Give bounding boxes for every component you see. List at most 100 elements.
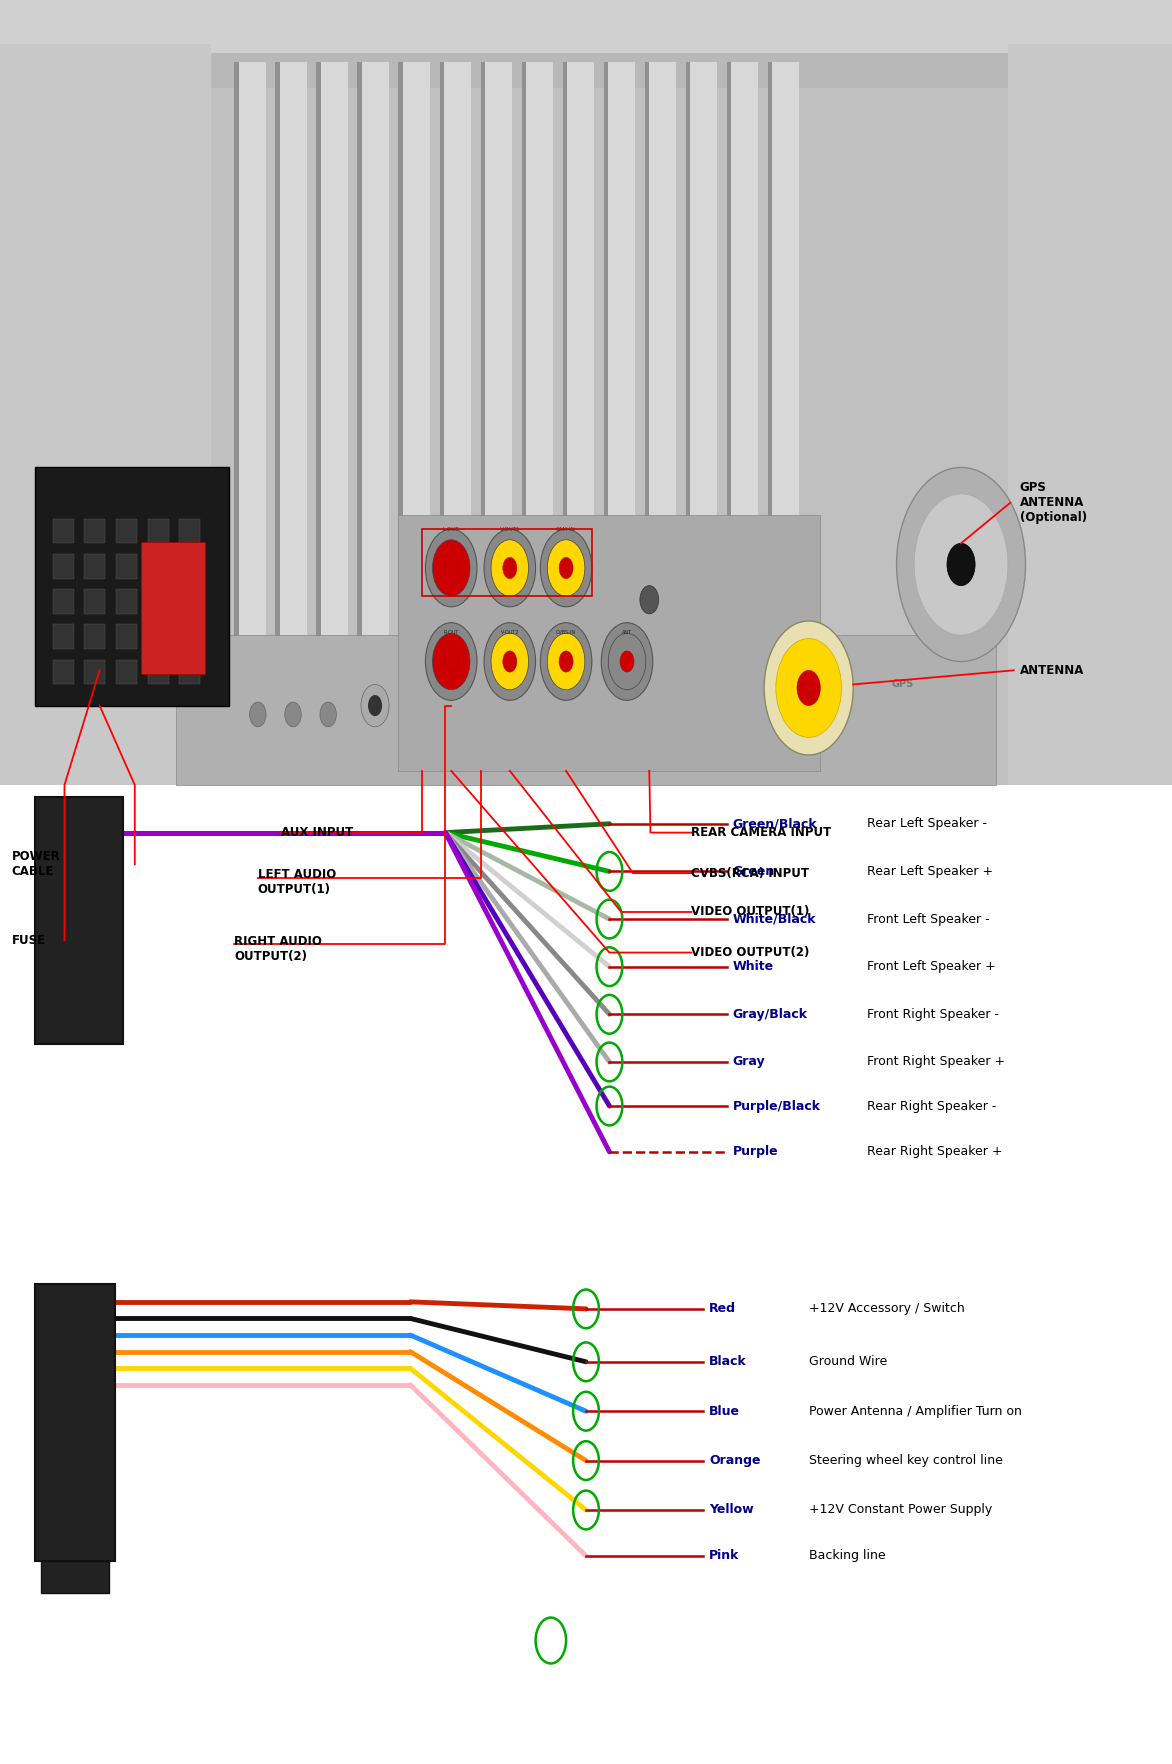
Bar bbox=[84, 624, 105, 649]
Text: VIDEO OUTPUT(2): VIDEO OUTPUT(2) bbox=[691, 946, 810, 960]
Bar bbox=[53, 589, 74, 614]
Bar bbox=[148, 624, 169, 649]
Circle shape bbox=[559, 557, 573, 579]
Bar bbox=[526, 62, 553, 644]
Circle shape bbox=[540, 529, 592, 607]
Bar bbox=[84, 660, 105, 684]
Circle shape bbox=[620, 651, 634, 672]
Bar bbox=[179, 519, 200, 543]
Bar bbox=[444, 62, 471, 644]
Bar bbox=[179, 554, 200, 579]
Bar bbox=[116, 660, 137, 684]
Text: VIDEO OUTPUT(1): VIDEO OUTPUT(1) bbox=[691, 905, 810, 919]
Bar bbox=[84, 519, 105, 543]
Bar bbox=[141, 542, 205, 674]
Bar bbox=[731, 62, 758, 644]
Text: Blue: Blue bbox=[709, 1404, 740, 1418]
Bar bbox=[686, 62, 690, 644]
Bar bbox=[522, 62, 526, 644]
Text: Rear Left Speaker +: Rear Left Speaker + bbox=[867, 864, 994, 878]
Bar bbox=[53, 624, 74, 649]
Text: +12V Accessory / Switch: +12V Accessory / Switch bbox=[809, 1302, 965, 1316]
Bar bbox=[321, 62, 348, 644]
Text: FUSE: FUSE bbox=[12, 933, 46, 947]
Bar bbox=[563, 62, 567, 644]
Text: Red: Red bbox=[709, 1302, 736, 1316]
Text: Gray/Black: Gray/Black bbox=[732, 1007, 808, 1021]
Bar bbox=[0, 0, 1172, 785]
Bar bbox=[316, 62, 321, 644]
Text: LEFT AUDIO
OUTPUT(1): LEFT AUDIO OUTPUT(1) bbox=[258, 868, 336, 896]
Circle shape bbox=[361, 684, 389, 727]
Bar bbox=[179, 624, 200, 649]
Bar bbox=[608, 62, 635, 644]
Bar bbox=[179, 660, 200, 684]
Text: Front Left Speaker -: Front Left Speaker - bbox=[867, 912, 990, 926]
Bar bbox=[403, 62, 430, 644]
Circle shape bbox=[320, 702, 336, 727]
Bar bbox=[148, 519, 169, 543]
Text: REAR CAMERA INPUT: REAR CAMERA INPUT bbox=[691, 826, 832, 840]
Circle shape bbox=[444, 651, 458, 672]
Bar bbox=[53, 519, 74, 543]
Circle shape bbox=[491, 540, 529, 596]
Text: Backing line: Backing line bbox=[809, 1549, 885, 1563]
Text: Yellow: Yellow bbox=[709, 1503, 754, 1517]
Circle shape bbox=[503, 557, 517, 579]
Text: ANT: ANT bbox=[622, 630, 632, 635]
Text: GPS: GPS bbox=[892, 679, 913, 690]
Text: V-OUT1: V-OUT1 bbox=[499, 527, 520, 531]
Bar bbox=[234, 62, 239, 644]
Bar bbox=[35, 467, 229, 706]
Circle shape bbox=[432, 633, 470, 690]
Bar bbox=[280, 62, 307, 644]
Bar bbox=[148, 554, 169, 579]
Bar bbox=[0, 44, 211, 785]
Bar bbox=[485, 62, 512, 644]
Bar bbox=[53, 554, 74, 579]
Bar bbox=[116, 589, 137, 614]
Text: Pink: Pink bbox=[709, 1549, 740, 1563]
Text: Green: Green bbox=[732, 864, 775, 878]
Text: +12V Constant Power Supply: +12V Constant Power Supply bbox=[809, 1503, 992, 1517]
Text: Steering wheel key control line: Steering wheel key control line bbox=[809, 1454, 1002, 1468]
Text: L-OUT: L-OUT bbox=[443, 527, 459, 531]
Circle shape bbox=[540, 623, 592, 700]
Text: CVBS(RCA) INPUT: CVBS(RCA) INPUT bbox=[691, 866, 810, 880]
Circle shape bbox=[947, 543, 975, 586]
Bar bbox=[53, 660, 74, 684]
Bar bbox=[148, 660, 169, 684]
Bar bbox=[41, 1561, 109, 1593]
Text: V-OUT2: V-OUT2 bbox=[500, 630, 519, 635]
Text: GPS
ANTENNA
(Optional): GPS ANTENNA (Optional) bbox=[1020, 482, 1086, 524]
Text: Power Antenna / Amplifier Turn on: Power Antenna / Amplifier Turn on bbox=[809, 1404, 1022, 1418]
Circle shape bbox=[250, 702, 266, 727]
Circle shape bbox=[547, 540, 585, 596]
Bar bbox=[176, 635, 996, 785]
Text: Front Left Speaker +: Front Left Speaker + bbox=[867, 960, 996, 974]
Bar bbox=[768, 62, 772, 644]
Bar bbox=[604, 62, 608, 644]
Bar bbox=[357, 62, 362, 644]
Bar bbox=[35, 1284, 115, 1561]
Bar bbox=[772, 62, 799, 644]
Bar bbox=[148, 589, 169, 614]
Bar bbox=[440, 62, 444, 644]
Text: Front Right Speaker +: Front Right Speaker + bbox=[867, 1055, 1006, 1069]
Bar bbox=[567, 62, 594, 644]
Circle shape bbox=[547, 633, 585, 690]
Text: Green/Black: Green/Black bbox=[732, 817, 817, 831]
Text: Rear Left Speaker -: Rear Left Speaker - bbox=[867, 817, 987, 831]
Bar bbox=[398, 515, 820, 771]
Circle shape bbox=[425, 529, 477, 607]
Text: Rear Right Speaker +: Rear Right Speaker + bbox=[867, 1145, 1003, 1159]
Circle shape bbox=[484, 623, 536, 700]
Bar bbox=[84, 589, 105, 614]
Text: Orange: Orange bbox=[709, 1454, 761, 1468]
Circle shape bbox=[425, 623, 477, 700]
Bar bbox=[116, 624, 137, 649]
Circle shape bbox=[776, 639, 841, 737]
Text: Rear Right Speaker -: Rear Right Speaker - bbox=[867, 1099, 996, 1113]
Text: White/Black: White/Black bbox=[732, 912, 816, 926]
Text: POWER
CABLE: POWER CABLE bbox=[12, 850, 61, 878]
